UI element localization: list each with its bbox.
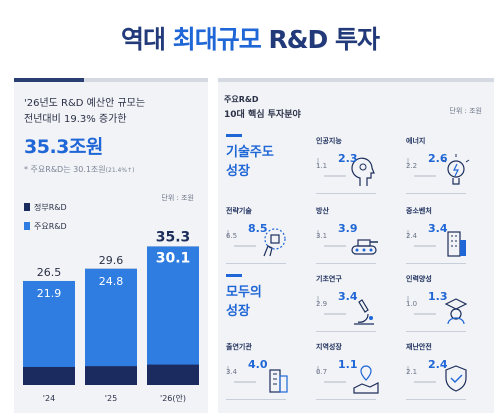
label-gov-0: 26.5	[37, 266, 62, 279]
building-icon	[407, 230, 466, 257]
focus-card: 방산 3.1 3.9	[316, 206, 378, 266]
legend-gov: 정부R&D	[24, 202, 67, 213]
focus-card: 재난안전 2.1 2.4	[406, 342, 467, 402]
tick-label-0: '24	[43, 394, 55, 403]
main-rd-note: * 주요R&D는 30.1조원(21.4%↑)	[24, 165, 135, 174]
bar-main-1	[85, 268, 137, 367]
focus-card-value: 2.4	[428, 358, 448, 371]
focus-card-prev: 3.4	[226, 368, 238, 376]
budget-panel: '26년도 R&D 예산안 규모는 전년대비 19.3% 증가한 35.3조원 …	[14, 78, 208, 413]
budget-bar-chart: 26.5 21.9 '24 29.6 24.8 '25 35.3 30.1 '26(안)	[23, 229, 199, 403]
bar-main-2	[147, 246, 199, 365]
tick-label-1: '25	[105, 394, 117, 403]
focus-card-prev: 2.4	[406, 232, 418, 240]
focus-card-prev: 0.7	[316, 368, 328, 376]
label-main-1: 24.8	[99, 275, 124, 288]
title-highlight: 최대규모	[172, 25, 262, 54]
focus-card-value: 2.3	[338, 152, 358, 165]
ai-head-icon	[317, 157, 375, 186]
focus-card-label: 지역성장	[316, 343, 342, 351]
region-icon	[317, 365, 379, 394]
focus-card-value: 3.4	[338, 290, 358, 303]
focus-card-value: 8.5	[248, 222, 268, 235]
focus-card: 에너지 2.2 2.6	[406, 136, 470, 196]
focus-card: 출연기관 3.4 4.0	[226, 342, 288, 402]
focus-card-label: 에너지	[406, 137, 426, 145]
focus-card-prev: 2.2	[406, 162, 418, 170]
focus-card-label: 중소벤처	[406, 207, 432, 215]
focus-header: 주요R&D	[224, 95, 259, 104]
label-gov-2: 35.3	[156, 229, 191, 245]
tick-label-2: '26(안)	[160, 393, 186, 403]
focus-card: 전략기술 6.5 8.5	[226, 206, 286, 266]
focus-card-value: 2.6	[428, 152, 448, 165]
group-tech-growth: 기술주도 성장	[226, 134, 304, 181]
lightbulb-icon	[407, 154, 470, 185]
focus-unit: 단위 : 조원	[449, 107, 482, 115]
bar-main-0	[23, 280, 75, 367]
focus-card-value: 3.4	[428, 222, 448, 235]
focus-card-value: 4.0	[248, 358, 268, 371]
tank-icon	[317, 230, 378, 255]
focus-card-prev: 1.0	[406, 300, 418, 308]
focus-card-label: 방산	[316, 207, 329, 215]
focus-card-label: 인력양성	[406, 275, 432, 283]
total-budget: 35.3조원	[24, 136, 103, 158]
focus-card-prev: 2.1	[406, 368, 418, 376]
label-main-2: 30.1	[156, 250, 191, 266]
focus-card: 기초연구 2.9 3.4	[316, 274, 376, 334]
microscope-icon	[317, 296, 374, 325]
focus-card-label: 기초연구	[316, 275, 342, 283]
focus-card-label: 출연기관	[226, 343, 252, 351]
focus-areas-panel: 주요R&D 10대 핵심 투자분야 단위 : 조원 기술주도 성장 모두의 성장…	[218, 78, 494, 413]
page-title: 역대 최대규모 R&D 투자	[121, 25, 380, 54]
focus-card-prev: 6.5	[226, 232, 238, 240]
label-gov-1: 29.6	[99, 254, 124, 267]
focus-card: 인공지능 1.1 2.3	[316, 136, 376, 196]
focus-subheader: 10대 핵심 투자분야	[224, 110, 301, 120]
focus-card: 중소벤처 2.4 3.4	[406, 206, 466, 266]
focus-card: 지역성장 0.7 1.1	[316, 342, 379, 402]
focus-card-value: 3.9	[338, 222, 358, 235]
shield-icon	[407, 365, 467, 392]
focus-card-label: 인공지능	[316, 137, 342, 145]
focus-card-label: 재난안전	[406, 343, 432, 351]
institute-icon	[227, 366, 288, 393]
group-inclusive-growth: 모두의 성장	[226, 274, 304, 321]
focus-card-value: 1.3	[428, 290, 448, 303]
graduate-icon	[407, 296, 468, 325]
chart-unit: 단위 : 조원	[161, 194, 194, 202]
focus-card-prev: 2.9	[316, 300, 328, 308]
label-main-0: 21.9	[37, 287, 62, 300]
legend-main: 주요R&D	[24, 221, 67, 232]
intro-text: '26년도 R&D 예산안 규모는 전년대비 19.3% 증가한	[24, 98, 146, 125]
focus-card-prev: 3.1	[316, 232, 328, 240]
touch-chip-icon	[227, 228, 286, 257]
focus-card-value: 1.1	[338, 358, 358, 371]
focus-card-prev: 1.1	[316, 162, 328, 170]
focus-card: 인력양성 1.0 1.3	[406, 274, 468, 334]
focus-card-label: 전략기술	[226, 207, 252, 215]
